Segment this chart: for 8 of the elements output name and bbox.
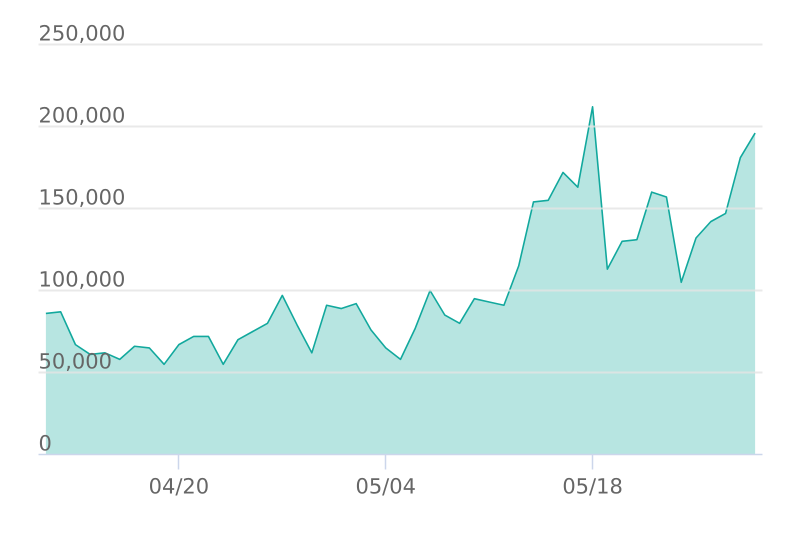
y-tick-label: 200,000: [38, 104, 126, 128]
y-tick-label: 0: [38, 432, 52, 456]
x-tick-label: 04/20: [148, 474, 210, 498]
x-tick-label: 05/18: [562, 474, 623, 498]
y-tick-label: 150,000: [38, 186, 126, 210]
y-tick-label: 250,000: [38, 22, 126, 46]
y-tick-label: 100,000: [38, 268, 126, 292]
x-tick-label: 05/04: [355, 474, 416, 498]
